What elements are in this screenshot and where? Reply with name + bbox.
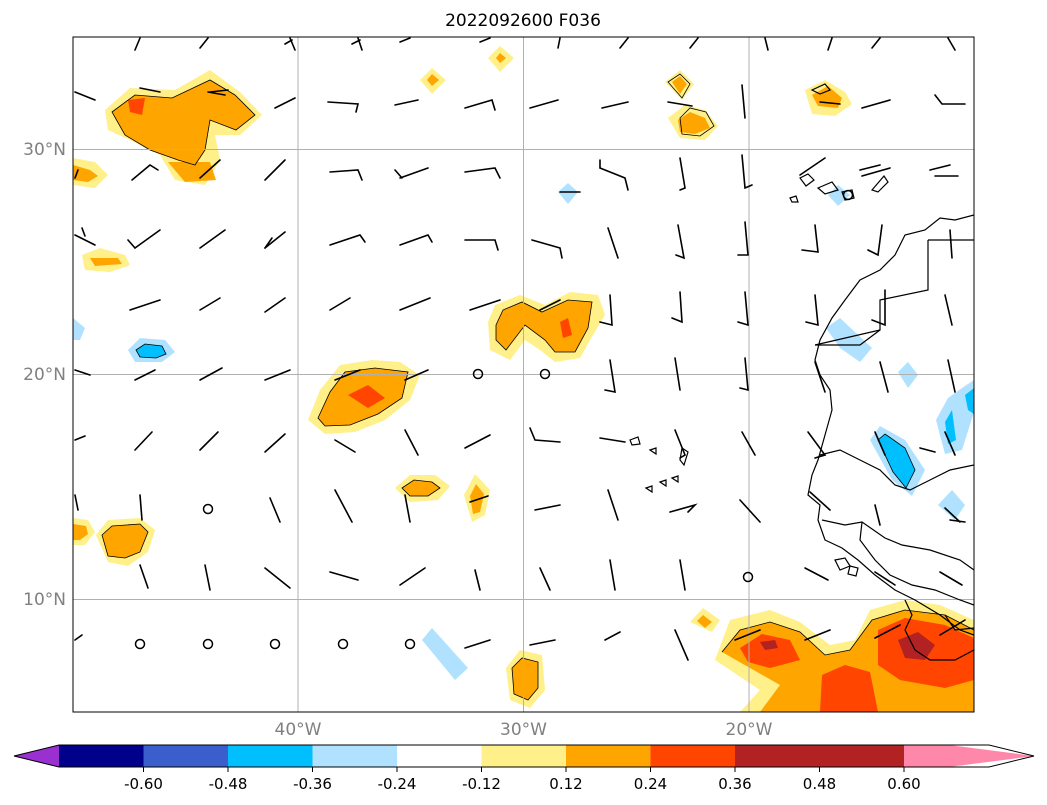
colorbar-tick-label: -0.12 xyxy=(462,775,501,793)
map-area xyxy=(73,37,974,712)
colorbar: -0.60 -0.48 -0.36 -0.24 -0.12 0.12 0.24 … xyxy=(13,744,1035,793)
colorbar-tick-label: -0.60 xyxy=(124,775,163,793)
colorbar-tick-label: -0.48 xyxy=(209,775,248,793)
colorbar-segment xyxy=(650,745,735,767)
wind-barbs xyxy=(74,37,966,661)
colorbar-segment xyxy=(481,745,566,767)
colorbar-segment xyxy=(59,745,144,767)
lon-label-30w: 30°W xyxy=(500,720,547,740)
colorbar-tick-label: 0.48 xyxy=(803,775,836,793)
colorbar-extend-min xyxy=(14,745,59,767)
colorbar-segment xyxy=(566,745,651,767)
map-title: 2022092600 F036 xyxy=(445,11,601,31)
lon-label-20w: 20°W xyxy=(726,720,773,740)
colorbar-segment xyxy=(228,745,313,767)
colorbar-tick-label: 0.12 xyxy=(549,775,582,793)
colorbar-tick-label: 0.36 xyxy=(718,775,751,793)
colorbar-tick-label: -0.24 xyxy=(378,775,417,793)
colorbar-tick-label: 0.60 xyxy=(887,775,920,793)
lat-label-20n: 20°N xyxy=(23,365,66,385)
colorbar-segment xyxy=(312,745,397,767)
colorbar-segment xyxy=(397,745,482,767)
colorbar-tick-label: -0.36 xyxy=(293,775,332,793)
colorbar-tick-label: 0.24 xyxy=(634,775,667,793)
calm-wind-markers xyxy=(134,189,854,650)
lat-label-10n: 10°N xyxy=(23,590,66,610)
map-frame xyxy=(72,36,975,713)
anomaly-shading xyxy=(73,46,974,712)
colorbar-extend-max xyxy=(904,745,1034,767)
contour-lines xyxy=(101,73,974,701)
lat-label-30n: 30°N xyxy=(23,140,66,160)
colorbar-segment xyxy=(819,745,904,767)
gridlines xyxy=(73,37,974,712)
colorbar-segment xyxy=(735,745,820,767)
lon-label-40w: 40°W xyxy=(275,720,322,740)
colorbar-segment xyxy=(143,745,228,767)
